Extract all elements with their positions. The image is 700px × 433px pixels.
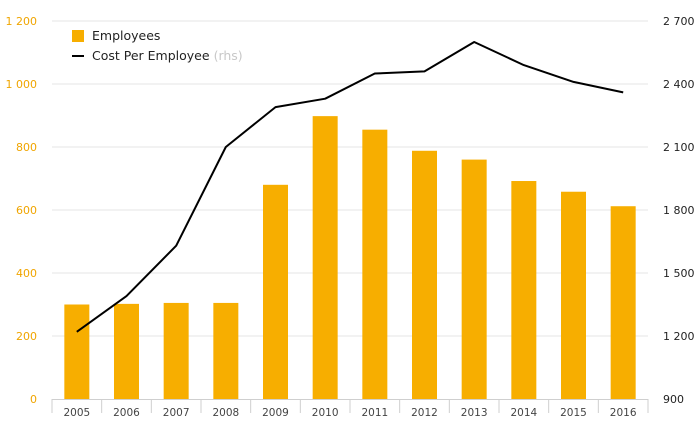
bar-2007 (163, 302, 189, 399)
y-left-tick-label: 400 (16, 267, 37, 280)
y-left-tick-label: 0 (30, 393, 37, 406)
y-right-tick-label: 2 400 (663, 78, 695, 91)
y-left-tick-label: 600 (16, 204, 37, 217)
bar-2016 (610, 206, 636, 399)
gridlines (52, 20, 648, 337)
bar-2008 (213, 302, 239, 399)
y-left-tick-label: 800 (16, 141, 37, 154)
x-tick-label: 2016 (610, 407, 637, 419)
bar-2011 (362, 129, 388, 400)
x-tick-label: 2009 (262, 407, 289, 419)
y-axis-left: 0 200 400 600 800 1 000 1 200 (6, 15, 38, 406)
x-axis: 2005 2006 2007 2008 2009 2010 2011 2012 2013 2014… (51, 399, 649, 419)
x-tick-label: 2012 (411, 407, 438, 419)
bar-series-employees (64, 116, 636, 400)
y-right-tick-label: 1 800 (663, 204, 695, 217)
legend-swatch-employees (72, 30, 84, 42)
legend-label-rhs: (rhs) (214, 48, 243, 63)
x-tick-label: 2010 (312, 407, 339, 419)
y-left-tick-label: 1 200 (6, 15, 38, 28)
y-right-tick-label: 2 700 (663, 15, 695, 28)
y-axis-right: 900 1 200 1 500 1 800 2 100 2 400 2 700 (663, 15, 695, 406)
cost-per-employee-line (76, 41, 624, 333)
bar-2006 (114, 303, 139, 399)
bar-2009 (263, 184, 288, 399)
bar-2010 (312, 116, 338, 399)
line-series-cost-per-employee (76, 41, 624, 333)
bar-2014 (511, 181, 537, 399)
bar-2015 (561, 191, 586, 399)
bar-2005 (64, 304, 90, 399)
x-tick-label: 2015 (560, 407, 587, 419)
y-left-tick-label: 200 (16, 330, 37, 343)
bar-2013 (461, 159, 487, 399)
x-tick-label: 2014 (510, 407, 537, 419)
x-tick-label: 2008 (212, 407, 239, 419)
x-tick-label: 2013 (461, 407, 488, 419)
legend-label-cost-per-employee: Cost Per Employee (rhs) (92, 48, 243, 63)
y-right-tick-label: 1 200 (663, 330, 695, 343)
x-tick-label: 2005 (63, 407, 90, 419)
y-right-tick-label: 2 100 (663, 141, 695, 154)
y-right-tick-label: 1 500 (663, 267, 695, 280)
legend: Employees Cost Per Employee (rhs) (72, 28, 243, 63)
bar-2012 (412, 150, 437, 399)
y-left-tick-label: 1 000 (6, 78, 38, 91)
x-tick-label: 2006 (113, 407, 140, 419)
y-right-tick-label: 900 (663, 393, 684, 406)
x-tick-label: 2011 (361, 407, 388, 419)
legend-label-employees: Employees (92, 28, 160, 43)
x-tick-label: 2007 (163, 407, 190, 419)
